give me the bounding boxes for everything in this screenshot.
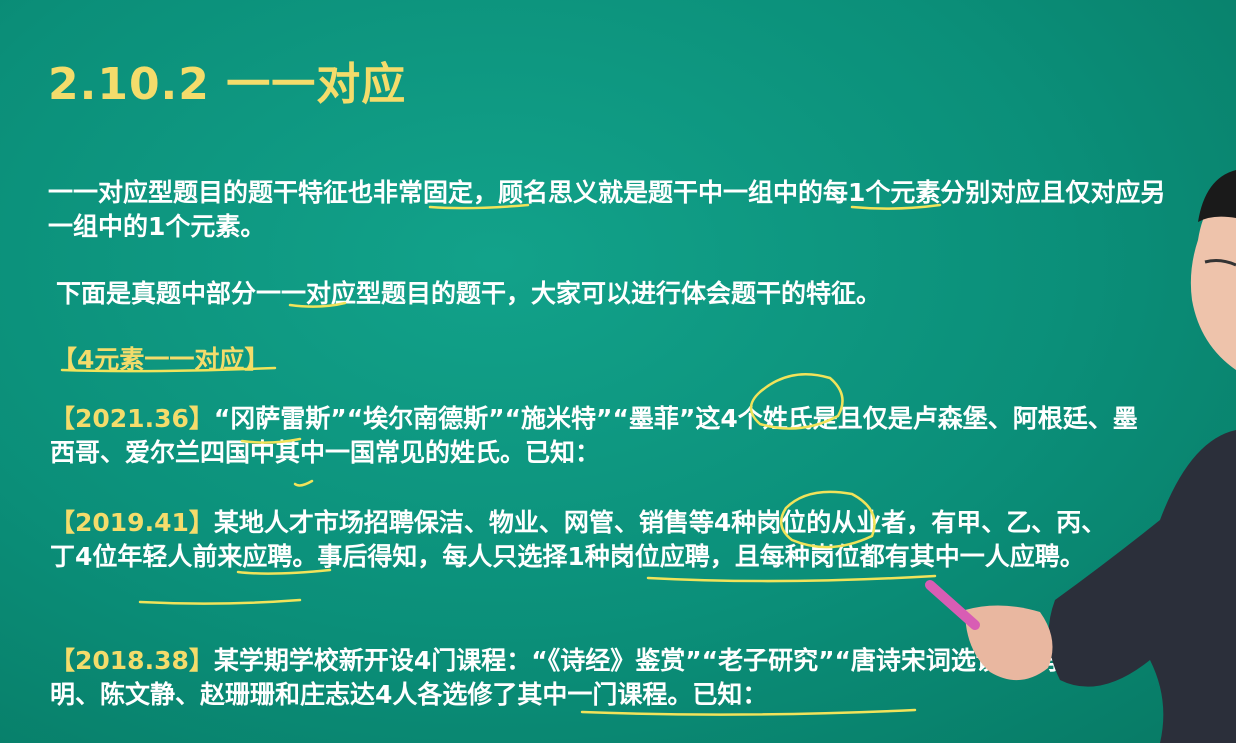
- question-tag: 【2021.36】: [50, 404, 214, 433]
- slide-title: 2.10.2 一一对应: [48, 59, 407, 110]
- question-2019-41: 【2019.41】某地人才市场招聘保洁、物业、网管、销售等4种岗位的从业者，有甲…: [50, 506, 1130, 574]
- presenter-hair: [1198, 170, 1236, 222]
- question-tag: 【2019.41】: [50, 508, 214, 537]
- question-text: “冈萨雷斯”“埃尔南德斯”“施米特”“墨菲”这4个姓氏是且仅是卢森堡、阿根廷、墨…: [50, 404, 1138, 467]
- presenter-body: [1048, 430, 1236, 743]
- question-text: 某学期学校新开设4门课程：“《诗经》鉴赏”“老子研究”“唐诗宋词选读”。李晓明、…: [50, 646, 1093, 709]
- presenter-pen: [925, 580, 980, 630]
- lead-paragraph: 下面是真题中部分一一对应型题目的题干，大家可以进行体会题干的特征。: [56, 279, 882, 308]
- presenter-head: [1190, 185, 1236, 370]
- intro-paragraph: 一一对应型题目的题干特征也非常固定，顾名思义就是题干中一组中的每1个元素分别对应…: [48, 178, 1166, 241]
- presenter-hand: [965, 605, 1053, 681]
- question-text: 某地人才市场招聘保洁、物业、网管、销售等4种岗位的从业者，有甲、乙、丙、丁4位年…: [50, 508, 1107, 571]
- question-2018-38: 【2018.38】某学期学校新开设4门课程：“《诗经》鉴赏”“老子研究”“唐诗宋…: [50, 644, 1130, 712]
- presenter-glasses: [1204, 259, 1236, 267]
- question-2021-36: 【2021.36】“冈萨雷斯”“埃尔南德斯”“施米特”“墨菲”这4个姓氏是且仅是…: [50, 402, 1150, 470]
- question-tag: 【2018.38】: [50, 646, 214, 675]
